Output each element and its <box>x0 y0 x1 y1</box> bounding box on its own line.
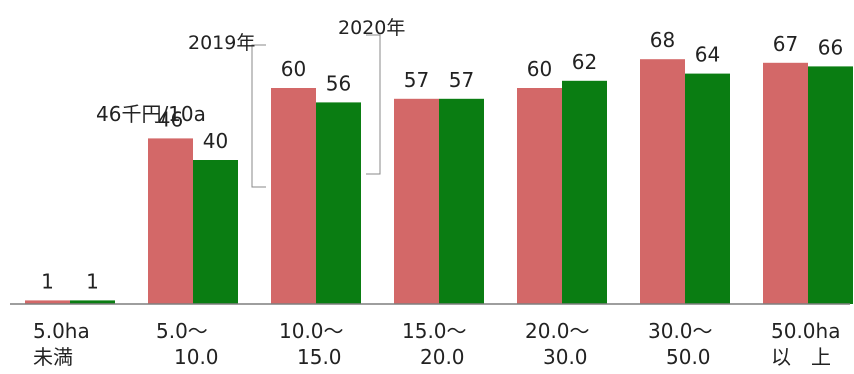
category-label-line1: 20.0～ <box>525 319 590 343</box>
bar-a-3 <box>394 98 439 304</box>
category-label-line2: 15.0 <box>297 345 342 369</box>
value-label-a-5: 68 <box>650 28 675 52</box>
category-label-line1: 30.0～ <box>648 319 713 343</box>
bar-b-5 <box>685 73 730 304</box>
bar-a-4 <box>517 88 562 304</box>
value-label-a-4: 60 <box>527 57 552 81</box>
category-label-line1: 50.0ha <box>771 319 841 343</box>
bar-a-0 <box>25 300 70 304</box>
category-label-2: 10.0～ 15.0 <box>279 318 344 370</box>
category-label-line1: 5.0ha <box>33 319 90 343</box>
value-label-b-4: 62 <box>572 50 597 74</box>
bars-group <box>25 59 853 305</box>
bar-a-2 <box>271 88 316 304</box>
value-label-a-3: 57 <box>404 68 429 92</box>
bar-b-4 <box>562 80 607 304</box>
category-label-line2: 20.0 <box>420 345 465 369</box>
category-label-line2: 10.0 <box>174 345 219 369</box>
value-label-a-1: 46 <box>158 107 183 131</box>
bar-a-1 <box>148 138 193 304</box>
bar-b-6 <box>808 66 853 305</box>
value-labels-group: 1 1 46 40 60 56 57 57 60 62 68 64 67 66 <box>41 28 843 293</box>
category-label-4: 20.0～ 30.0 <box>525 318 590 370</box>
series-label-2019: 2019年 <box>188 32 256 54</box>
category-label-1: 5.0～ 10.0 <box>156 318 219 370</box>
value-label-a-2: 60 <box>281 57 306 81</box>
category-label-line1: 15.0～ <box>402 319 467 343</box>
bar-a-6 <box>763 62 808 304</box>
category-label-line1: 10.0～ <box>279 319 344 343</box>
category-label-line2: 未満 <box>33 345 73 369</box>
value-label-b-3: 57 <box>449 68 474 92</box>
value-label-a-0: 1 <box>41 269 54 293</box>
bar-b-1 <box>193 160 238 304</box>
value-label-b-6: 66 <box>818 35 843 59</box>
category-label-line1: 5.0～ <box>156 319 208 343</box>
value-label-a-6: 67 <box>773 32 798 56</box>
value-label-b-5: 64 <box>695 43 720 67</box>
bar-b-3 <box>439 98 484 304</box>
bar-b-2 <box>316 102 361 305</box>
series-label-2020: 2020年 <box>338 17 406 39</box>
value-label-b-1: 40 <box>203 129 228 153</box>
bar-b-0 <box>70 300 115 304</box>
category-label-6: 50.0ha 以 上 <box>771 318 840 370</box>
bar-a-5 <box>640 59 685 305</box>
category-label-5: 30.0～ 50.0 <box>648 318 713 370</box>
value-label-b-0: 1 <box>86 269 99 293</box>
category-label-3: 15.0～ 20.0 <box>402 318 467 370</box>
series-leader-2020 <box>366 34 381 175</box>
unit-label: 46千円/10a <box>96 102 206 126</box>
category-label-0: 5.0ha 未満 <box>33 318 90 370</box>
value-label-b-2: 56 <box>326 71 351 95</box>
category-label-line2: 30.0 <box>543 345 588 369</box>
series-leader-2019 <box>251 44 266 188</box>
category-label-line2: 50.0 <box>666 345 711 369</box>
category-label-line2: 以 上 <box>771 345 831 369</box>
